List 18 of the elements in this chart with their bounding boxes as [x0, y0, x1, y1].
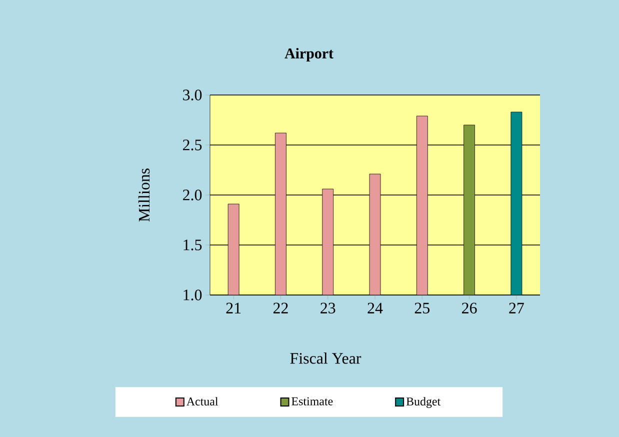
x-axis-title: Fiscal Year [290, 352, 362, 364]
legend-label: Budget [406, 397, 441, 408]
x-tick-label: 27 [509, 302, 524, 314]
x-tick-label: 25 [414, 302, 430, 314]
y-tick-label: 2.0 [183, 190, 202, 200]
x-tick-label: 24 [368, 302, 383, 314]
x-tick-label: 26 [462, 302, 477, 314]
chart-title: Airport [284, 48, 334, 62]
y-tick-label: 1.5 [184, 240, 202, 250]
legend-label: Estimate [292, 397, 333, 406]
y-tick-label: 3.0 [183, 90, 202, 100]
x-tick-label: 21 [226, 302, 241, 314]
y-axis-title: Millions [138, 168, 150, 222]
x-tick-label: 22 [273, 302, 288, 314]
legend-label: Actual [186, 397, 218, 406]
y-tick-label: 2.5 [183, 140, 202, 150]
x-tick-label: 23 [320, 302, 336, 314]
y-tick-label: 1.0 [184, 290, 202, 300]
